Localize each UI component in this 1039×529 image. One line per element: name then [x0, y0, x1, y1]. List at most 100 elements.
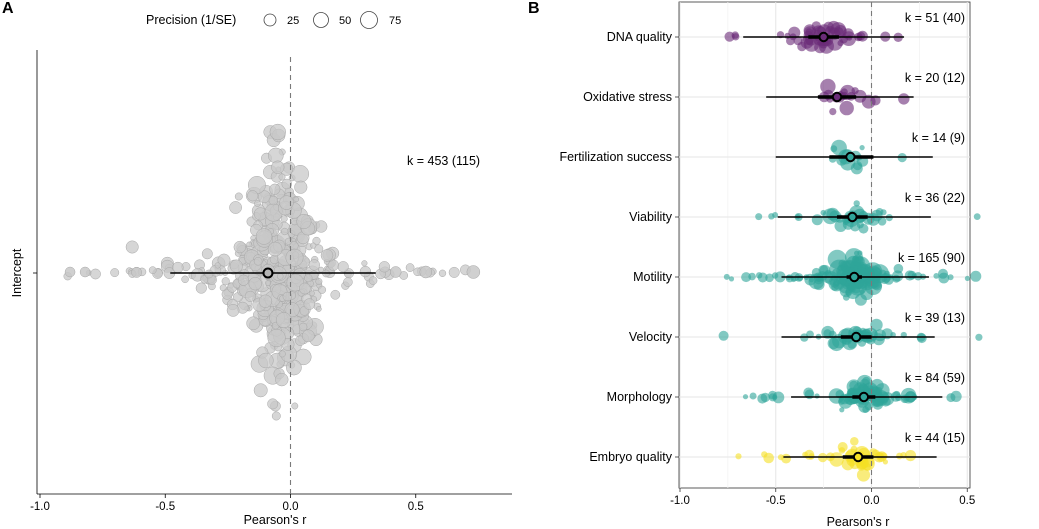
- panel-b-x-tick-label: -1.0: [670, 495, 690, 507]
- panel-b-effect-point: [898, 93, 910, 105]
- panel-a-effect-point: [298, 322, 308, 332]
- panel-a-effect-point: [278, 173, 286, 181]
- panel-a-effect-point: [278, 350, 286, 358]
- panel-a-effect-point: [271, 411, 281, 421]
- panel-a-effect-point: [282, 291, 292, 302]
- panel-b-effect-point: [817, 271, 828, 282]
- panel-b-effect-point: [763, 452, 774, 464]
- panel-b-k-label: k = 165 (90): [898, 251, 965, 265]
- panel-b-estimate-point: [831, 91, 843, 103]
- panel-a-points: [63, 123, 481, 421]
- panel-a-effect-point: [310, 242, 317, 249]
- panel-a-effect-point: [285, 248, 304, 267]
- panel-b-effect-point: [768, 390, 777, 400]
- panel-b-effect-point: [742, 394, 749, 400]
- panel-a-effect-point: [237, 274, 250, 286]
- panel-a-effect-point: [257, 190, 271, 204]
- panel-a-effect-point: [267, 241, 283, 257]
- panel-b-x-ticks: -1.0 -0.5 0.0 0.5: [670, 488, 975, 507]
- panel-b-effect-point: [827, 34, 843, 51]
- panel-a-effect-point: [265, 280, 272, 286]
- panel-a-effect-point: [258, 352, 274, 369]
- panel-a-effect-point: [284, 302, 300, 318]
- panel-b-effect-point: [862, 376, 871, 386]
- panel-a-effect-point: [315, 306, 322, 312]
- panel-b-effect-point: [788, 26, 801, 39]
- panel-b-estimate-point: [847, 211, 858, 223]
- panel-b-category-labels: DNA quality Oxidative stress Fertilization…: [559, 30, 679, 464]
- panel-b-k-label: k = 14 (9): [912, 131, 965, 145]
- panel-b-effect-point: [723, 273, 730, 280]
- panel-b-effect-point: [875, 208, 884, 216]
- panel-b-effect-point: [735, 453, 742, 460]
- panel-b-effect-point: [857, 250, 863, 256]
- panel-a-effect-point: [315, 278, 323, 285]
- panel-b-effect-point: [749, 392, 757, 400]
- panel-a-effect-point: [246, 316, 261, 331]
- panel-a-x-tick-label: 0.5: [408, 501, 424, 513]
- panel-b-effect-point: [964, 275, 971, 281]
- panel-a-effect-point: [318, 266, 324, 273]
- panel-b-category-label: Oxidative stress: [583, 90, 672, 104]
- panel-b-effect-point: [872, 280, 883, 291]
- panel-b-estimate-point: [858, 391, 870, 403]
- panel-a-effect-point: [267, 147, 284, 164]
- panel-b-effect-point: [856, 221, 864, 229]
- panel-b-effect-point: [854, 293, 867, 306]
- panel-b-estimates: [743, 31, 943, 463]
- panel-a-effect-point: [405, 263, 415, 272]
- panel-a-effect-point: [438, 269, 447, 277]
- panel-a-effect-point: [267, 328, 286, 348]
- panel-a-effect-point: [172, 261, 184, 274]
- panel-b-effect-point: [870, 318, 883, 332]
- panel-a-effect-point: [330, 289, 341, 300]
- panel-a-effect-point: [298, 282, 311, 295]
- panel-a-effect-point: [308, 259, 320, 271]
- panel-b-effect-point: [856, 468, 871, 482]
- panel-b-effect-point: [950, 390, 962, 402]
- panel-a-effect-point: [64, 266, 76, 278]
- legend-circle-50: [313, 12, 329, 28]
- panel-b-x-tick-label: 0.5: [959, 495, 975, 507]
- panel-b-category-label: Motility: [633, 270, 673, 284]
- panel-b-effect-point: [970, 270, 982, 282]
- panel-b-effect-point: [839, 407, 845, 413]
- panel-b-effect-point: [741, 272, 752, 283]
- precision-legend: Precision (1/SE) 25 50 75: [146, 11, 401, 29]
- panel-a-effect-point: [359, 265, 372, 278]
- panel-a-effect-point: [291, 165, 310, 183]
- panel-a-x-ticks: -1.0 -0.5 0.0 0.5: [30, 494, 424, 513]
- panel-b-k-label: k = 44 (15): [905, 431, 965, 445]
- panel-b-effect-point: [853, 200, 860, 207]
- panel-a-effect-point: [337, 261, 349, 273]
- panel-a-effect-point: [281, 227, 289, 236]
- panel-a-effect-point: [226, 304, 240, 317]
- panel-b-category-label: DNA quality: [607, 30, 673, 44]
- panel-b-effect-point: [839, 100, 854, 116]
- panel-a-effect-point: [217, 253, 231, 267]
- panel-a-estimate-point: [262, 267, 274, 279]
- panel-b-k-label: k = 39 (13): [905, 311, 965, 325]
- panel-a-effect-point: [293, 196, 299, 203]
- panel-b-effect-point: [892, 274, 901, 283]
- panel-a-effect-point: [268, 195, 279, 206]
- panel-a-effect-point: [314, 244, 324, 254]
- legend-label-50: 50: [339, 15, 351, 27]
- panel-a-effect-point: [448, 266, 460, 278]
- panel-a-effect-point: [255, 228, 273, 245]
- panel-b-effect-point: [728, 276, 735, 282]
- panel-b-effect-point: [938, 268, 948, 279]
- panel-b-effect-point: [802, 451, 808, 458]
- panel-a-effect-point: [254, 200, 261, 207]
- panel-b-effect-point: [834, 219, 847, 232]
- panel-b-effect-point: [904, 450, 917, 462]
- panel-b-category-label: Morphology: [607, 390, 673, 404]
- panel-a-effect-point: [276, 273, 284, 280]
- legend-title: Precision (1/SE): [146, 13, 236, 27]
- panel-b-effect-point: [820, 78, 836, 95]
- panel-a: Intercept Pearson's r -1.0 -0.5 0.0 0.5 k =…: [10, 50, 512, 527]
- panel-a-x-tick-label: -1.0: [30, 501, 50, 513]
- panel-a-effect-point: [309, 290, 315, 297]
- panel-a-effect-point: [267, 398, 279, 410]
- panel-b-estimate-point: [852, 451, 864, 463]
